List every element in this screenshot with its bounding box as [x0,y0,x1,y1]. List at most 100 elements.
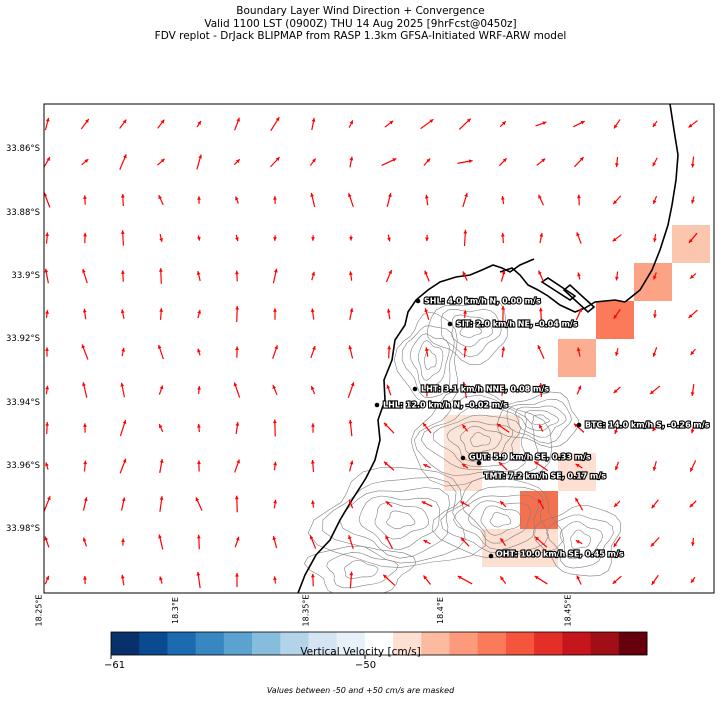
wind-arrow-head [690,467,694,472]
wind-arrow-head [651,504,656,509]
wind-arrow-head [652,199,657,204]
colorbar-tick-mid: −50 [355,660,377,671]
station-btc[interactable]: BTC: 14.0 km/h S, -0.26 m/s [576,419,711,431]
wind-arrow-head [690,163,695,168]
wind-arrow-head [235,572,239,577]
wind-arrow-head [349,460,354,465]
colorbar-swatch [449,632,479,655]
wind-arrow-head [423,575,428,580]
wind-arrow-head [310,192,315,197]
wind-arrow-head [120,194,125,198]
wind-arrow-head [312,346,316,350]
wind-arrow-head [688,238,693,243]
wind-arrow-head [235,305,240,310]
convergence-cell [672,225,710,263]
wind-arrow-head [652,352,657,357]
wind-arrow-head [46,157,50,162]
y-tick-label: 33.96°S [6,461,40,471]
colorbar-frame [110,631,648,656]
wind-arrow-head [424,308,429,313]
wind-arrow-head [501,270,506,275]
wind-arrow-head [120,382,125,387]
wind-arrow-head [310,385,315,390]
contour-line [326,552,399,589]
wind-arrow-head [580,121,585,125]
wind-arrow-head [274,345,278,350]
wind-arrow-head [614,124,618,129]
contour-line [431,476,565,559]
contour-line [496,391,579,448]
station-oht[interactable]: OHT: 10.0 km/h SE, 0.45 m/s [488,548,625,560]
wind-arrow-head [122,458,127,463]
wind-arrow-head [82,537,87,542]
wind-arrow-head [160,119,165,124]
station-label-lht: LHT: 3.1 km/h NNE, 0.08 m/s [421,385,549,394]
wind-arrow-head [387,237,391,242]
wind-arrow-head [235,196,239,201]
station-label-btc: BTC: 14.0 km/h S, -0.26 m/s [585,421,710,430]
wind-arrow-head [45,232,50,237]
station-marker [374,402,380,408]
wind-arrow-head [613,314,618,319]
contour-line [322,477,466,564]
contour-line [531,414,550,426]
wind-arrow-head [157,344,162,349]
wind-arrow-head [691,542,695,547]
wind-arrow-head [159,238,163,242]
wind-arrow-head [691,199,695,204]
y-tick-label: 33.88°S [6,208,40,218]
wind-arrow-head [690,350,695,355]
colorbar-swatch [111,632,140,655]
wind-arrow-head [348,345,353,350]
wind-arrow-head [83,497,88,502]
wind-arrow-head [273,196,277,200]
wind-arrow-head [82,268,86,273]
colorbar-swatch [618,632,648,655]
wind-arrow-head [349,571,354,576]
wind-arrow-head [388,269,392,274]
wind-arrow-head [272,385,277,390]
wind-arrow-head [424,194,429,199]
wind-arrow-head [460,537,465,542]
wind-arrow-head [653,314,657,318]
wind-arrow-head [578,307,583,312]
wind-arrow-head [539,424,543,429]
wind-arrow-head [457,576,462,580]
station-tmt[interactable]: TMT: 7.2 km/h SE, 0.17 m/s [476,460,607,482]
wind-arrow-head [82,308,87,313]
wind-arrow-head [309,535,314,540]
wind-arrow-head [463,346,468,351]
wind-arrow-head [389,120,394,125]
wind-arrow-head [500,501,504,505]
wind-arrow-head [423,540,428,544]
wind-arrow-head [273,268,278,273]
colorbar-note: Values between -50 and +50 cm/s are mask… [266,686,455,695]
wind-arrow-head [158,534,162,539]
wind-arrow-head [236,117,240,122]
wind-arrow-head [84,159,89,163]
station-lht[interactable]: LHT: 3.1 km/h NNE, 0.08 m/s [412,383,550,395]
wind-arrow-head [196,271,201,276]
wind-arrow-head [576,575,581,580]
wind-arrow-head [195,497,200,502]
colorbar [110,631,648,659]
wind-arrow-head [83,232,87,237]
wind-arrow-head [500,538,504,543]
contour-line [410,387,552,487]
wind-arrow-head [650,542,655,547]
station-sit[interactable]: SIT: 2.0 km/h NE, -0.04 m/s [447,318,579,330]
colorbar-swatch [534,632,563,655]
station-marker [447,321,453,327]
station-marker [460,455,466,461]
colorbar-swatch [195,632,225,655]
wind-arrow-head [45,117,50,122]
wind-arrow-head [462,463,467,468]
station-shl[interactable]: SHL: 4.0 km/h N, 0.00 m/s [415,295,542,307]
station-lhl[interactable]: LHL: 12.0 km/h N, -0.02 m/s [374,399,509,411]
station-gut[interactable]: GUT: 5.9 km/h SE, 0.33 m/s [460,451,592,463]
wind-arrow-head [534,576,539,580]
wind-arrow-head [614,503,618,507]
wind-arrow-head [197,120,201,125]
wind-arrow-head [275,157,280,162]
wind-arrow-head [424,270,428,275]
